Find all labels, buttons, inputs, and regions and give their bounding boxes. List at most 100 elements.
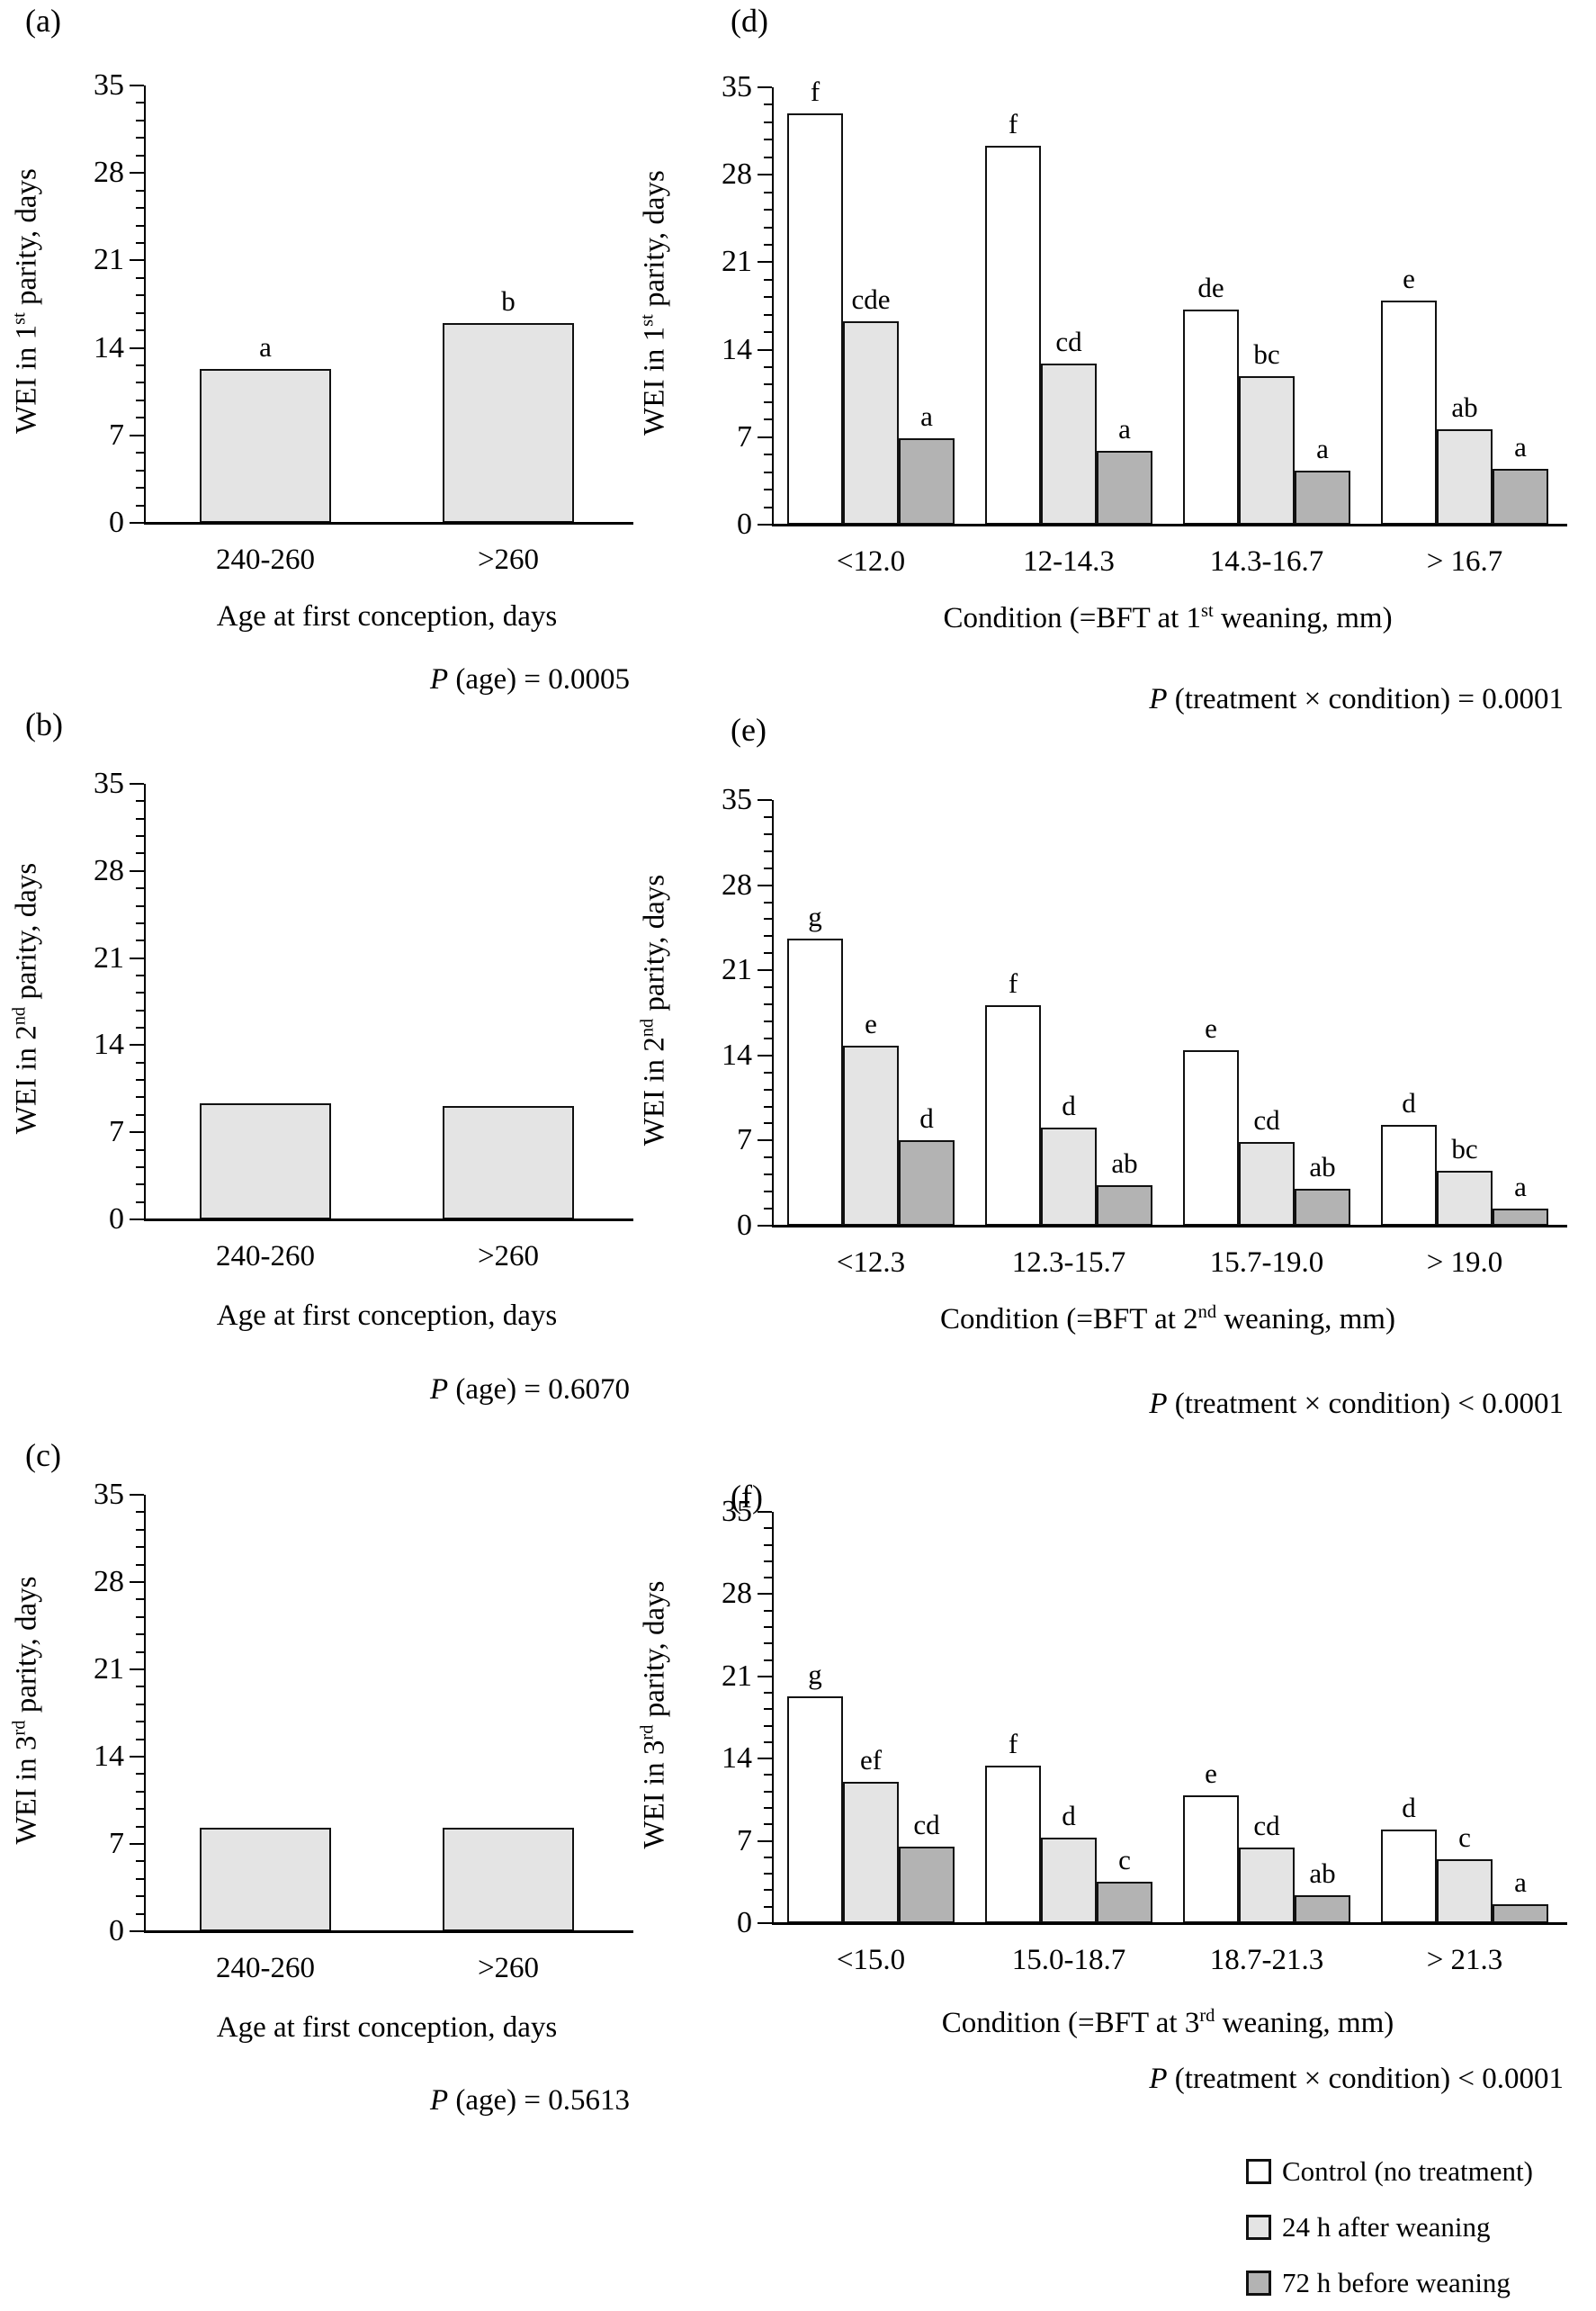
y-minor-tick	[764, 1527, 772, 1530]
x-category-label: 12-14.3	[1023, 545, 1115, 578]
y-tick-label: 0	[109, 1202, 124, 1236]
y-axis-line	[144, 1495, 146, 1931]
y-minor-tick	[136, 1860, 144, 1863]
y-minor-tick	[136, 1563, 144, 1566]
y-minor-tick	[764, 1724, 772, 1727]
x-category-label: >260	[477, 1240, 540, 1272]
bar-significance-label: ab	[1309, 1151, 1336, 1183]
y-minor-tick	[764, 296, 772, 299]
y-major-tick	[130, 1581, 144, 1583]
legend-item-72h: 72 h before weaning	[1246, 2255, 1533, 2311]
y-axis-line	[772, 800, 774, 1226]
p-value-text: P (age) = 0.0005	[429, 663, 630, 696]
y-tick-label: 21	[94, 243, 124, 277]
y-major-tick	[130, 1756, 144, 1758]
bar-significance-label: cd	[1253, 1810, 1280, 1842]
y-axis-title: WEI in 2nd parity, days	[9, 862, 43, 1135]
bar-72	[899, 438, 955, 525]
legend-item-control: Control (no treatment)	[1246, 2144, 1533, 2199]
y-minor-tick	[136, 940, 144, 942]
legend: Control (no treatment) 24 h after weanin…	[1246, 2144, 1533, 2311]
bar-significance-label: d	[1402, 1791, 1416, 1823]
y-minor-tick	[136, 1061, 144, 1064]
bar-significance-label: bc	[1253, 337, 1280, 370]
legend-swatch-24h-icon	[1246, 2215, 1271, 2240]
bar-significance-label: cd	[1253, 1103, 1280, 1136]
y-minor-tick	[136, 137, 144, 139]
y-minor-tick	[136, 1200, 144, 1203]
y-minor-tick	[136, 1027, 144, 1030]
x-axis-line	[772, 524, 1567, 526]
y-tick-label: 14	[94, 1740, 124, 1773]
bar-72	[1493, 1904, 1548, 1923]
y-major-tick	[758, 86, 772, 88]
y-minor-tick	[136, 1895, 144, 1898]
y-minor-tick	[764, 471, 772, 473]
y-major-tick	[758, 884, 772, 886]
y-tick-label: 21	[722, 245, 752, 279]
x-category-label: 15.0-18.7	[1011, 1944, 1126, 1976]
p-value-text: P (treatment × condition) < 0.0001	[1149, 2063, 1564, 2095]
y-tick-label: 7	[737, 1123, 752, 1157]
bar-72	[1493, 1209, 1548, 1226]
y-minor-tick	[764, 489, 772, 491]
y-minor-tick	[136, 469, 144, 472]
y-axis-title: WEI in 1st parity, days	[637, 170, 671, 436]
bar-significance-label: b	[501, 284, 516, 317]
bar-significance-label: ab	[1111, 1147, 1138, 1180]
panel-label: (c)	[25, 1437, 61, 1473]
y-minor-tick	[136, 1721, 144, 1723]
y-major-tick	[130, 434, 144, 436]
bar-72	[899, 1847, 955, 1923]
y-major-tick	[758, 1511, 772, 1513]
bar-control	[985, 1005, 1041, 1226]
y-tick-label: 7	[109, 1827, 124, 1860]
y-minor-tick	[764, 1122, 772, 1125]
bar-significance-label: cd	[913, 1809, 940, 1841]
y-minor-tick	[764, 278, 772, 281]
bar-24	[843, 1782, 899, 1923]
y-minor-tick	[136, 1528, 144, 1531]
y-tick-label: 28	[94, 1565, 124, 1598]
y-minor-tick	[764, 1905, 772, 1908]
x-category-label: 240-260	[216, 1240, 315, 1272]
y-minor-tick	[136, 1790, 144, 1793]
bar-control	[1183, 1050, 1239, 1226]
y-minor-tick	[764, 1609, 772, 1612]
bar-control	[985, 1766, 1041, 1923]
y-major-tick	[130, 85, 144, 86]
y-major-tick	[130, 869, 144, 872]
p-value-text: P (age) = 0.5613	[429, 2084, 630, 2117]
y-tick-label: 7	[737, 419, 752, 454]
y-axis-line	[772, 87, 774, 525]
y-major-tick	[130, 1843, 144, 1845]
bar-control	[787, 113, 843, 525]
y-tick-label: 0	[737, 1906, 752, 1939]
y-minor-tick	[136, 294, 144, 297]
y-major-tick	[758, 436, 772, 438]
bar-significance-label: e	[1403, 263, 1415, 295]
y-minor-tick	[764, 226, 772, 229]
y-minor-tick	[764, 156, 772, 158]
y-axis-title: WEI in 1st parity, days	[9, 168, 43, 434]
bar-significance-label: ef	[859, 1744, 883, 1776]
bar-significance-label: g	[808, 901, 822, 933]
bar-24	[1437, 429, 1493, 525]
panel-label: (a)	[25, 3, 61, 39]
y-minor-tick	[764, 1003, 772, 1006]
y-major-tick	[130, 1930, 144, 1932]
y-major-tick	[758, 1139, 772, 1142]
y-minor-tick	[136, 974, 144, 976]
bar-72	[1295, 1189, 1350, 1226]
p-value-text: P (age) = 0.6070	[429, 1373, 630, 1406]
x-category-label: <15.0	[836, 1944, 906, 1976]
y-minor-tick	[764, 952, 772, 955]
legend-swatch-control-icon	[1246, 2159, 1271, 2184]
y-minor-tick	[764, 1774, 772, 1776]
bar-significance-label: f	[1008, 1728, 1018, 1760]
bar-24	[1437, 1859, 1493, 1923]
y-minor-tick	[764, 850, 772, 852]
bar-significance-label: d	[1062, 1799, 1076, 1831]
y-minor-tick	[136, 852, 144, 855]
